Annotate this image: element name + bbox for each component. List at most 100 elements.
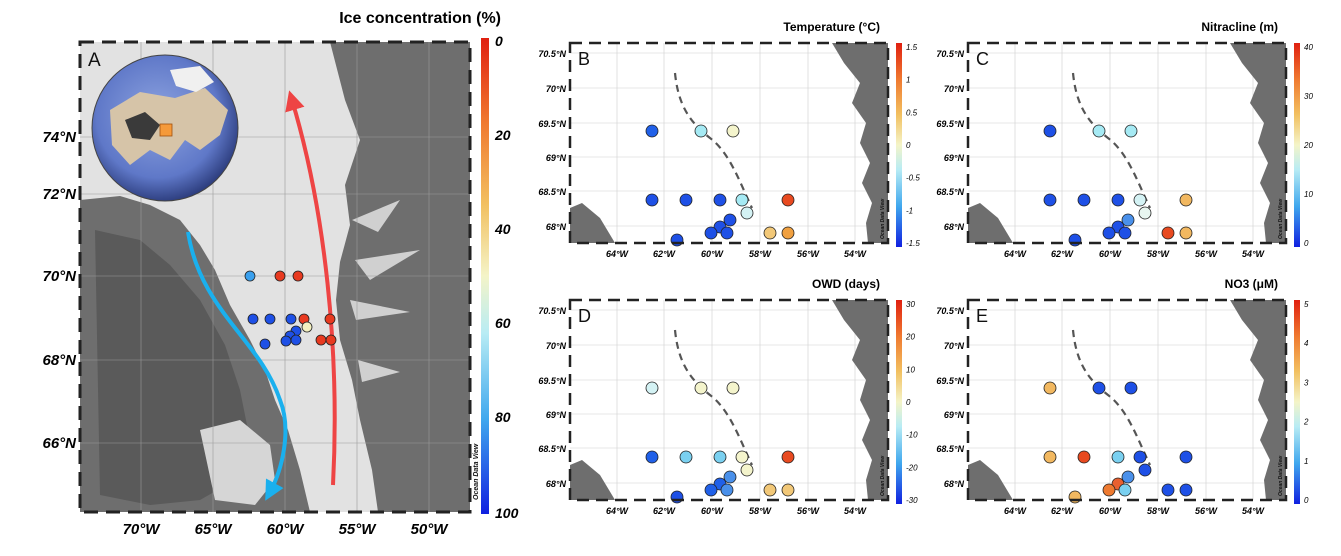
colorbar-tick: 10 (906, 365, 915, 374)
colorbar-tick: 0 (1304, 496, 1309, 505)
lat-label: 68.5°N (538, 444, 566, 454)
panel-d-ocean (570, 300, 888, 500)
lat-label: 68.5°N (936, 187, 964, 197)
lon-label: 54°W (844, 249, 868, 259)
lon-label: 54°W (844, 506, 868, 516)
panel-a-label: A (88, 50, 101, 71)
lon-label: 54°W (1242, 249, 1266, 259)
colorbar-tick: 1.5 (906, 43, 918, 52)
lat-label: 70.5°N (936, 306, 964, 316)
station-marker (1118, 483, 1132, 497)
station-marker (694, 381, 708, 395)
station-marker (781, 226, 795, 240)
baffin-land (570, 203, 615, 243)
station-marker (1043, 124, 1057, 138)
lon-label: 64°W (1004, 506, 1028, 516)
panel-e-label: E (976, 306, 988, 326)
panel-d: D OWD (days) 70.5°N 70°N 69.5°N 69°N 68.5°N 68°… (538, 277, 918, 516)
station-marker (1133, 193, 1147, 207)
station-marker (1092, 124, 1106, 138)
panel-e-colorbar (1294, 300, 1300, 504)
lon-label: 56°W (1195, 249, 1219, 259)
panel-e: E NO3 (μM) 70.5°N 70°N 69.5°N 69°N 68.5°N 68°N 6… (936, 277, 1309, 516)
lon-label: 64°W (606, 249, 630, 259)
panel-d-colorbar (896, 300, 902, 504)
station-marker (1124, 381, 1138, 395)
lat-label: 69.5°N (538, 119, 566, 129)
panel-c-title: Nitracline (m) (1201, 20, 1278, 34)
panel-c-watermark: Ocean Data View (1278, 198, 1284, 239)
greenland-land (330, 42, 470, 512)
cbar-a-tick-60: 60 (495, 315, 511, 331)
greenland-land (832, 43, 888, 243)
colorbar-tick: -20 (906, 463, 918, 472)
station-marker (679, 193, 693, 207)
station-marker (1133, 450, 1147, 464)
colorbar-tick: 10 (1304, 190, 1313, 199)
colorbar-tick: 3 (1304, 378, 1309, 387)
station-marker (1179, 483, 1193, 497)
panel-e-title: NO3 (μM) (1225, 277, 1278, 291)
station-marker (713, 450, 727, 464)
lon-label: 62°W (653, 506, 677, 516)
lon-label: 62°W (1051, 249, 1075, 259)
station-marker (723, 470, 737, 484)
lon-label: 60°W (701, 249, 725, 259)
panel-a-colorbar-title: Ice concentration (%) (339, 10, 501, 27)
station-marker (1161, 226, 1175, 240)
panel-b-frame (568, 41, 890, 245)
shelf-break-line (1071, 72, 1151, 209)
greenland-land (1230, 43, 1286, 243)
panel-c-grid (968, 43, 1286, 243)
lon-label-65: 65°W (195, 521, 234, 538)
baffin-land (570, 460, 615, 500)
station-marker (713, 193, 727, 207)
panel-a-stations (244, 270, 337, 350)
station-marker (1092, 381, 1106, 395)
baffin-land (968, 203, 1013, 243)
lon-label: 56°W (797, 506, 821, 516)
colorbar-tick: -1.5 (906, 239, 920, 248)
station-marker (704, 483, 718, 497)
lon-label-50: 50°W (411, 521, 450, 538)
lon-label: 64°W (1004, 249, 1028, 259)
lat-label-74: 74°N (42, 129, 77, 146)
panel-b-title: Temperature (°C) (783, 20, 880, 34)
station-marker (704, 226, 718, 240)
lon-label-70: 70°W (123, 521, 162, 538)
lat-label: 68.5°N (538, 187, 566, 197)
station-marker (1138, 463, 1152, 477)
panel-b-colorbar (896, 43, 902, 247)
station-marker (740, 206, 754, 220)
panel-c-colorbar (1294, 43, 1300, 247)
panel-a: A 74°N 72°N 70°N 68°N 66°N 70°W 65°W 60°… (42, 10, 518, 538)
panel-d-label: D (578, 306, 591, 326)
lat-label-66: 66°N (42, 435, 77, 452)
shelf-break-line (673, 329, 753, 466)
station-marker (1111, 193, 1125, 207)
colorbar-tick: 1 (1304, 457, 1308, 466)
shelf-break-line (673, 72, 753, 209)
colorbar-tick: 5 (1304, 300, 1309, 309)
station-marker (1121, 213, 1135, 227)
lat-label: 69°N (546, 153, 567, 163)
panel-c-label: C (976, 49, 989, 69)
panel-b-watermark: Ocean Data View (880, 198, 886, 239)
lat-label: 68°N (546, 479, 567, 489)
station-marker (694, 124, 708, 138)
shelf-break-line (1071, 329, 1151, 466)
panel-e-grid (968, 300, 1286, 500)
station-marker (735, 450, 749, 464)
station-marker (1118, 226, 1132, 240)
lon-label: 60°W (1099, 506, 1123, 516)
panel-e-frame (966, 298, 1288, 502)
station-marker (726, 381, 740, 395)
lat-label: 70.5°N (936, 49, 964, 59)
colorbar-tick: 20 (905, 333, 915, 342)
station-marker (1179, 226, 1193, 240)
station-marker (679, 450, 693, 464)
cbar-a-tick-40: 40 (494, 221, 511, 237)
lat-label: 69°N (546, 410, 567, 420)
lon-label: 58°W (1147, 249, 1171, 259)
